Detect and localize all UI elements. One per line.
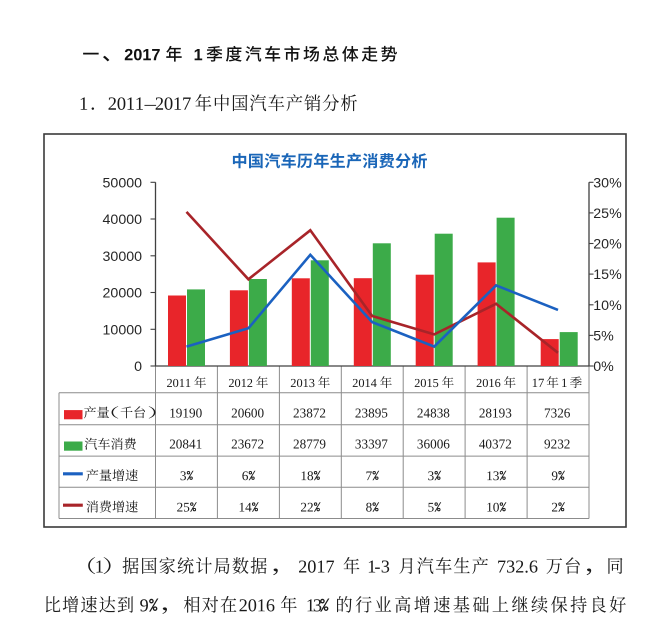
svg-text:25%: 25% [593,206,622,222]
svg-text:0%: 0% [593,359,614,375]
svg-text:36006: 36006 [417,437,450,452]
svg-text:23872: 23872 [293,405,326,420]
svg-text:7326: 7326 [544,405,571,420]
svg-text:28193: 28193 [479,405,512,420]
svg-text:20%: 20% [593,237,622,253]
svg-text:0: 0 [134,359,142,375]
svg-text:30000: 30000 [103,249,143,265]
svg-text:40372: 40372 [479,437,512,452]
svg-text:50000: 50000 [103,175,143,191]
svg-text:9232: 9232 [544,437,570,452]
svg-text:20600: 20600 [231,405,264,420]
svg-text:19190: 19190 [169,405,202,420]
svg-text:24838: 24838 [417,405,450,420]
svg-text:28779: 28779 [293,437,326,452]
svg-text:23895: 23895 [355,405,388,420]
svg-text:33397: 33397 [355,437,388,452]
svg-text:20841: 20841 [169,437,202,452]
svg-text:10000: 10000 [103,322,143,338]
svg-text:15%: 15% [593,267,622,283]
svg-text:23672: 23672 [231,437,264,452]
svg-text:5%: 5% [593,328,614,344]
svg-text:10%: 10% [593,298,622,314]
svg-text:20000: 20000 [103,286,143,302]
svg-text:40000: 40000 [103,212,143,228]
svg-text:30%: 30% [593,175,622,191]
